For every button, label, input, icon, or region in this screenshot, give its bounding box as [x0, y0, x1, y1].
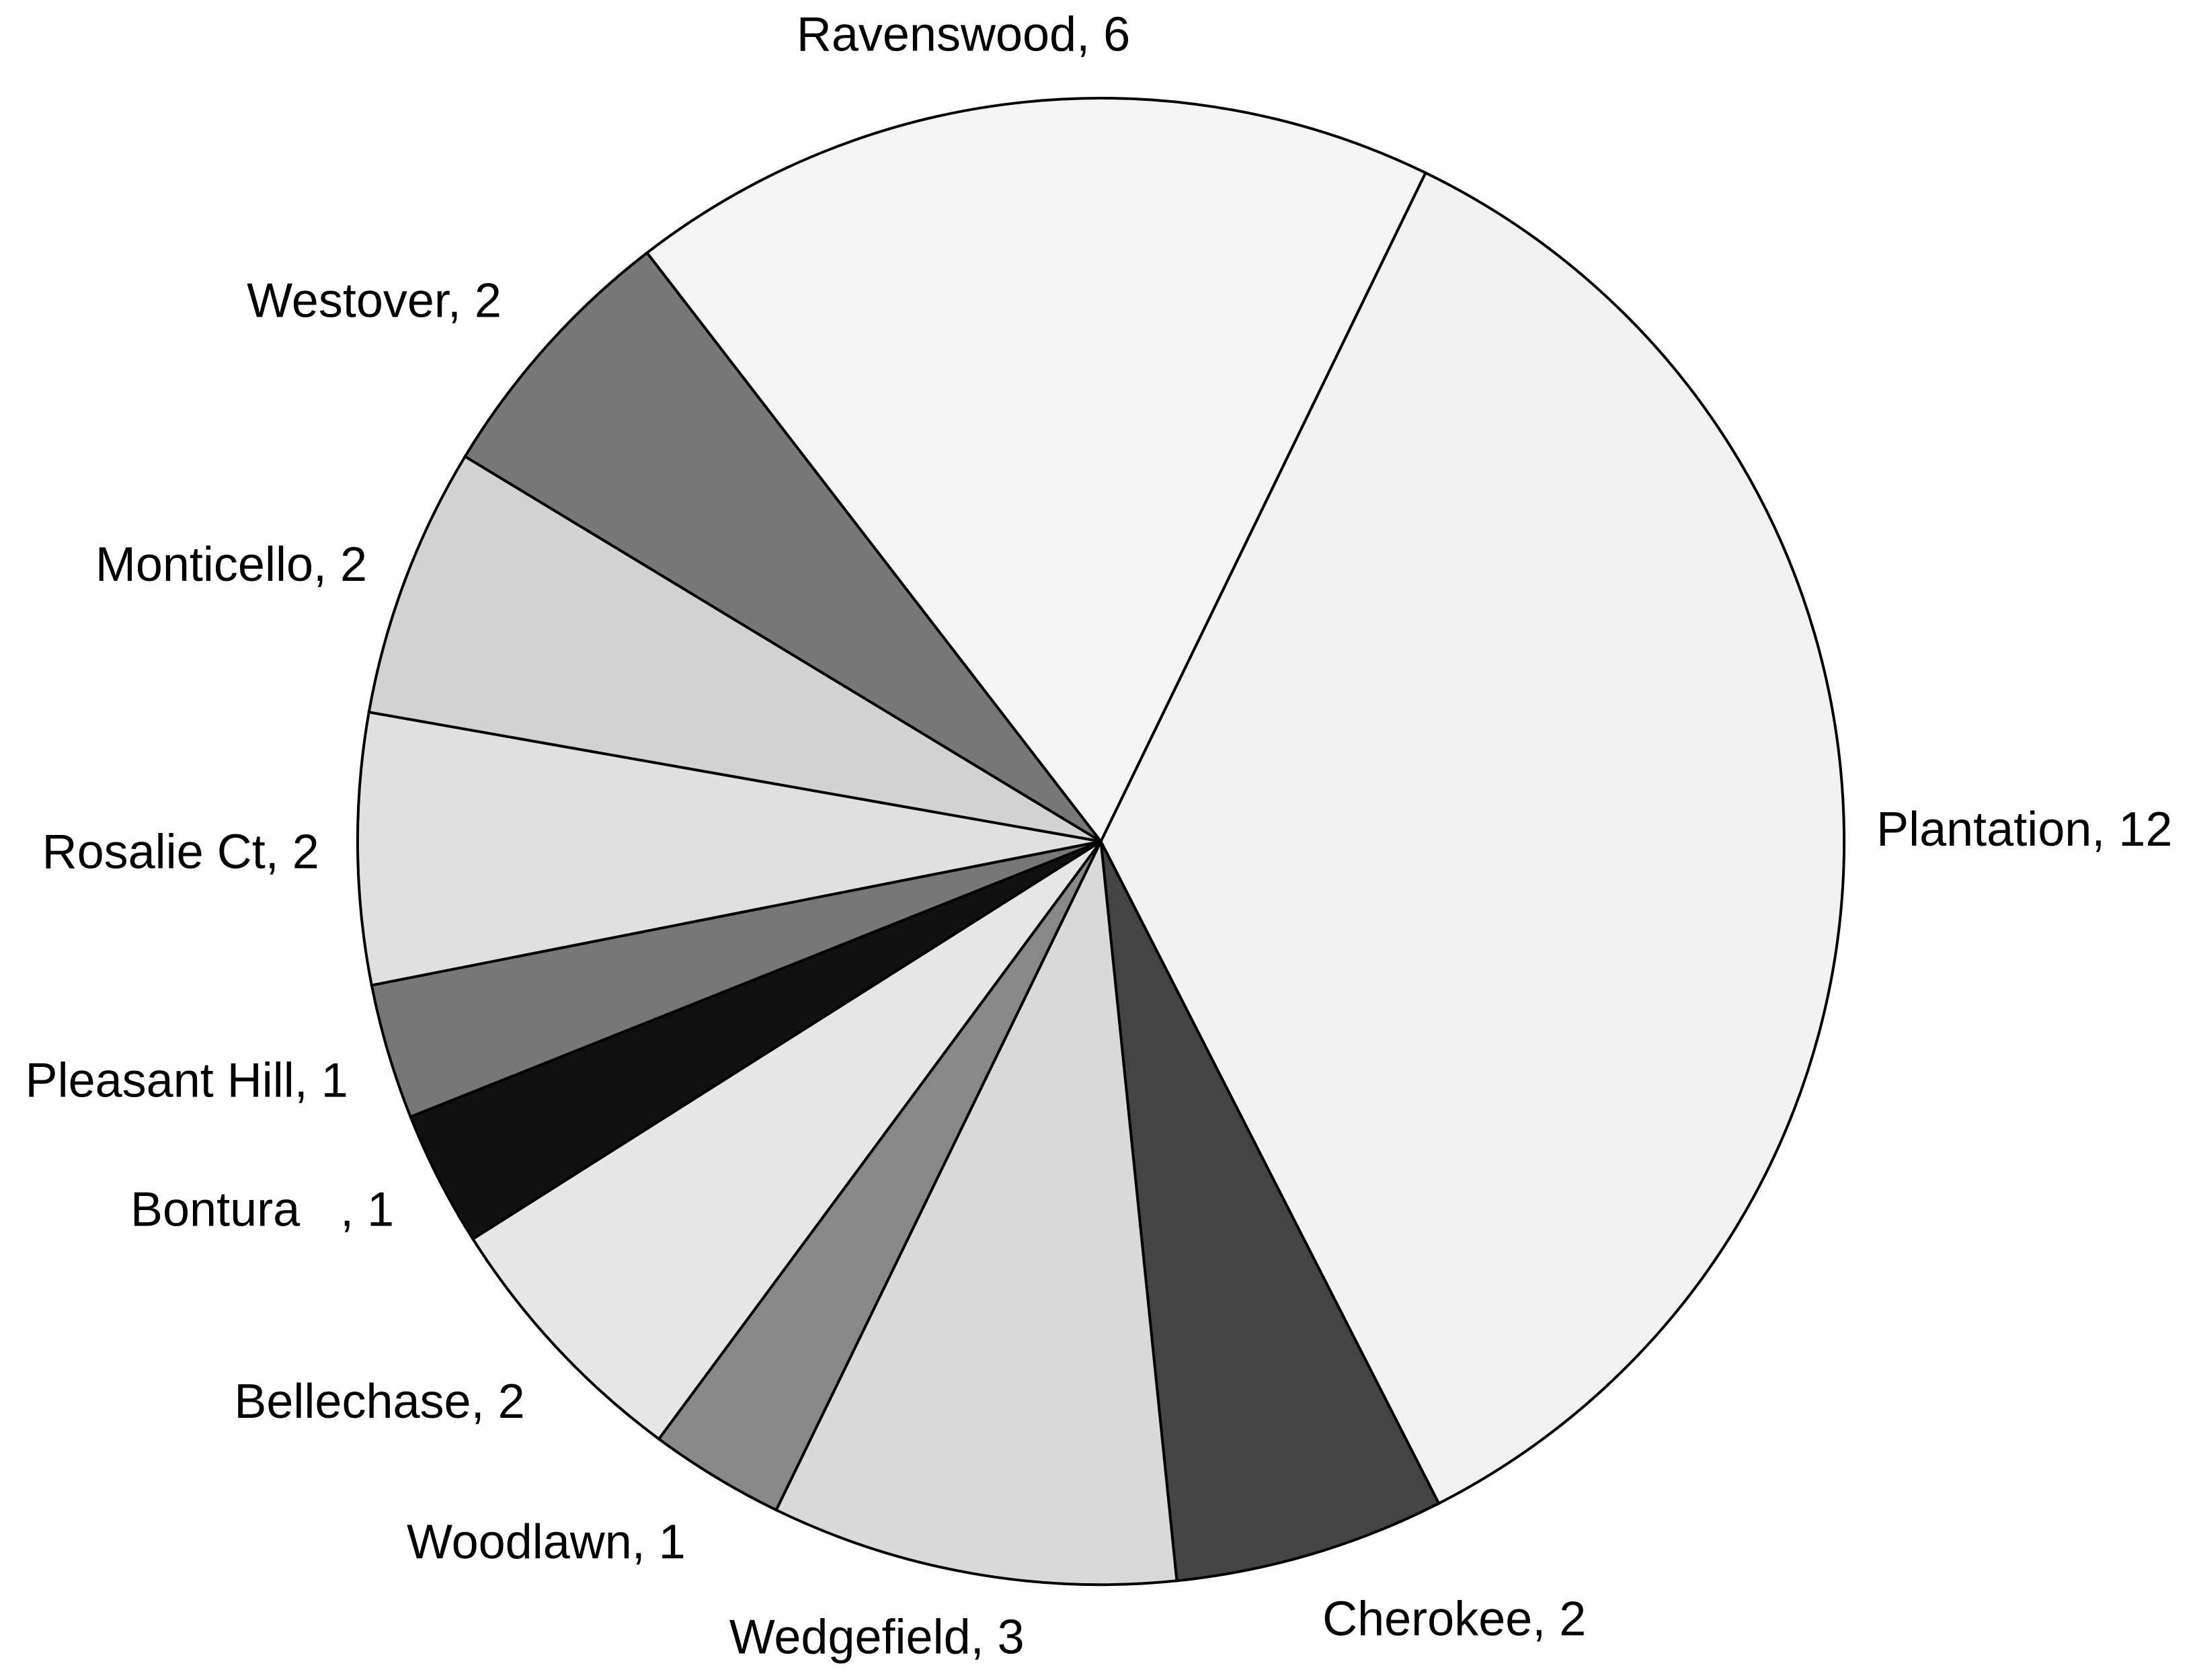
slice-label: Rosalie Ct, 2: [42, 825, 319, 879]
slice-label: Bellechase, 2: [234, 1375, 524, 1429]
slice-label: Monticello, 2: [95, 538, 367, 592]
pie-slice: [463, 251, 1103, 843]
slice-label: Westover, 2: [247, 274, 502, 328]
pie-slice: [367, 454, 1102, 843]
slice-label: Wedgefield, 3: [729, 1611, 1025, 1665]
slice-label: Pleasant Hill, 1: [26, 1053, 348, 1107]
pie-slice: [471, 840, 1103, 1441]
slice-label: Ravenswood, 6: [797, 7, 1130, 61]
pie-slice: [356, 710, 1101, 987]
slice-label: Cherokee, 2: [1322, 1593, 1586, 1646]
pie-slice: [774, 836, 1179, 1587]
pie-slice: [1099, 840, 1441, 1583]
pie-slice: [1099, 171, 1846, 1506]
slice-label: Woodlawn, 1: [407, 1515, 686, 1569]
pie-slice: [645, 97, 1428, 844]
slice-label: Bontura , 1: [130, 1183, 394, 1236]
slice-label: Plantation, 12: [1876, 803, 2172, 856]
